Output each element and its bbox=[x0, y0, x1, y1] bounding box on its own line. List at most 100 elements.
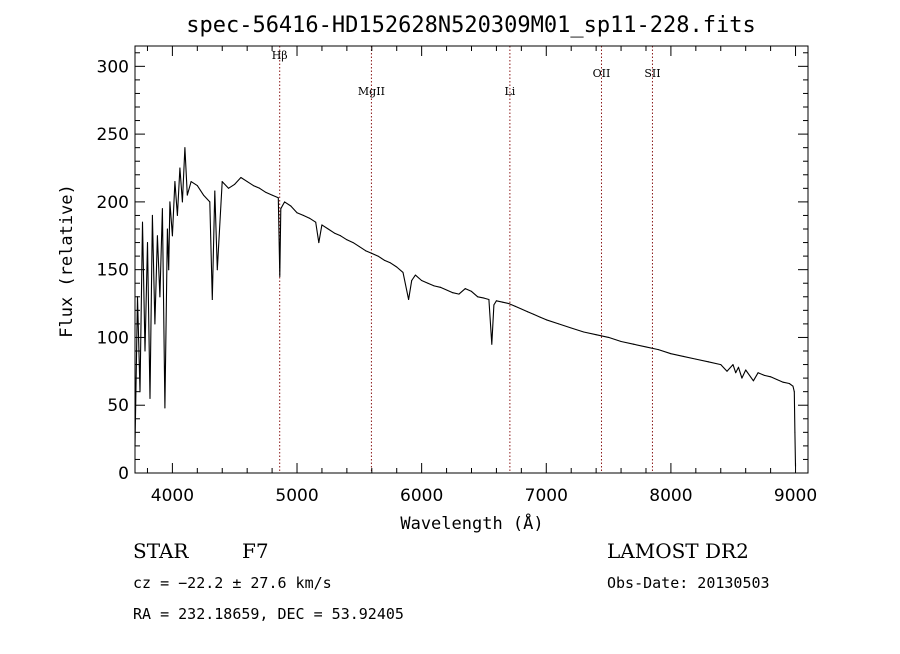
spectrum-point bbox=[240, 177, 242, 178]
spectrum-point bbox=[657, 349, 659, 351]
spectrum-point bbox=[164, 407, 166, 409]
x-tick-label: 4000 bbox=[151, 486, 194, 506]
spectrum-point bbox=[477, 296, 479, 298]
spectrum-point bbox=[333, 232, 335, 234]
spectrum-point bbox=[427, 282, 429, 284]
spectral-line-label: MgII bbox=[358, 85, 385, 98]
x-tick-label: 8000 bbox=[649, 486, 692, 506]
spectrum-point bbox=[408, 299, 410, 300]
spectrum-point bbox=[483, 297, 485, 299]
spectrum-point bbox=[159, 296, 161, 298]
spectrum-point bbox=[383, 259, 385, 261]
spectrum-point bbox=[545, 319, 547, 321]
spectrum-point bbox=[752, 380, 754, 382]
spectrum-point bbox=[645, 346, 647, 348]
spectrum-point bbox=[433, 285, 435, 287]
spectrum-series bbox=[134, 147, 797, 467]
spectrum-point bbox=[493, 304, 495, 306]
spectrum-point bbox=[211, 299, 213, 300]
spectrum-point bbox=[246, 181, 248, 183]
spectrum-point bbox=[221, 181, 223, 183]
spectrum-point bbox=[741, 377, 743, 379]
spectrum-point bbox=[776, 379, 778, 380]
spectrum-point bbox=[595, 334, 597, 336]
spectrum-point bbox=[161, 208, 163, 210]
spectrum-point bbox=[527, 311, 529, 313]
spectrum-point bbox=[396, 266, 398, 268]
spectrum-point bbox=[151, 214, 153, 216]
spectrum-point bbox=[583, 331, 585, 333]
spectrum-point bbox=[296, 212, 298, 214]
spectrum-point bbox=[203, 194, 204, 196]
spectrum-point bbox=[782, 381, 784, 383]
spectral-line-label: Li bbox=[504, 85, 515, 98]
spectrum-point bbox=[539, 316, 541, 318]
redshift-velocity: cz = −22.2 ± 27.6 km/s bbox=[133, 574, 332, 592]
spectrum-point bbox=[402, 271, 404, 273]
spectrum-point bbox=[757, 372, 759, 374]
spectrum-point bbox=[179, 167, 181, 169]
chart-title: spec-56416-HD152628N520309M01_sp11-228.f… bbox=[186, 13, 756, 38]
survey-name: LAMOST DR2 bbox=[607, 539, 749, 563]
spectral-line-label: SII bbox=[644, 67, 660, 80]
spectrum-point bbox=[608, 336, 610, 338]
spectral-line-markers: Hβ MgII Li OII SII bbox=[272, 46, 661, 473]
y-tick-label: 200 bbox=[97, 193, 129, 213]
spectrum-point bbox=[216, 269, 218, 271]
spectrum-point bbox=[720, 364, 722, 366]
spectrum-point bbox=[181, 201, 183, 203]
spectrum-point bbox=[171, 235, 173, 237]
spectrum-point bbox=[284, 201, 286, 203]
spectrum-point bbox=[707, 361, 709, 363]
spectrum-point bbox=[421, 280, 423, 281]
spectrum-point bbox=[279, 275, 281, 277]
spectrum-point bbox=[234, 183, 236, 185]
spectrum-point bbox=[558, 323, 560, 325]
y-tick-label: 150 bbox=[97, 261, 129, 281]
spectrum-point bbox=[738, 366, 739, 368]
spectrum-point bbox=[277, 197, 279, 199]
spectrum-point bbox=[390, 262, 391, 264]
spectrum-point bbox=[144, 350, 146, 352]
observation-date: Obs-Date: 20130503 bbox=[607, 574, 770, 592]
spectrum-point bbox=[411, 280, 413, 281]
spectrum-point bbox=[414, 274, 416, 276]
spectrum-point bbox=[735, 372, 737, 374]
spectrum-point bbox=[280, 208, 282, 210]
spectrum-point bbox=[346, 239, 348, 241]
spectrum-point bbox=[377, 255, 379, 257]
x-tick-label: 9000 bbox=[774, 486, 817, 506]
spectrum-point bbox=[371, 252, 373, 254]
spectral-line-label: OII bbox=[593, 67, 611, 80]
spectrum-point bbox=[176, 214, 178, 216]
spectrum-point bbox=[620, 341, 622, 342]
spectrum-point bbox=[514, 305, 516, 307]
spectrum-point bbox=[464, 288, 466, 290]
spectrum-point bbox=[259, 187, 261, 189]
spectrum-point bbox=[508, 303, 510, 305]
spectrum-point bbox=[763, 374, 765, 376]
spectrum-point bbox=[302, 214, 304, 216]
spectrum-point bbox=[520, 308, 522, 310]
spectrum-point bbox=[495, 300, 497, 302]
spectrum-point bbox=[147, 242, 148, 244]
spectrum-point bbox=[340, 235, 342, 237]
spectrum-point bbox=[358, 246, 360, 248]
plot-frame bbox=[134, 45, 809, 474]
spectrum-point bbox=[169, 201, 171, 203]
spectrum-point bbox=[271, 194, 273, 196]
spectrum-point bbox=[321, 224, 323, 226]
spectrum-point bbox=[318, 242, 320, 244]
object-class: STAR bbox=[133, 539, 189, 563]
spectral-line-label: Hβ bbox=[272, 49, 288, 62]
y-tick-label: 50 bbox=[107, 396, 129, 416]
spectrum-point bbox=[327, 228, 329, 230]
x-tick-label: 7000 bbox=[525, 486, 568, 506]
spectrum-point bbox=[502, 301, 504, 303]
spectrum-point bbox=[446, 289, 448, 291]
spectrum-point bbox=[471, 290, 472, 292]
spectrum-point bbox=[745, 369, 747, 371]
spectrum-point bbox=[174, 181, 176, 183]
